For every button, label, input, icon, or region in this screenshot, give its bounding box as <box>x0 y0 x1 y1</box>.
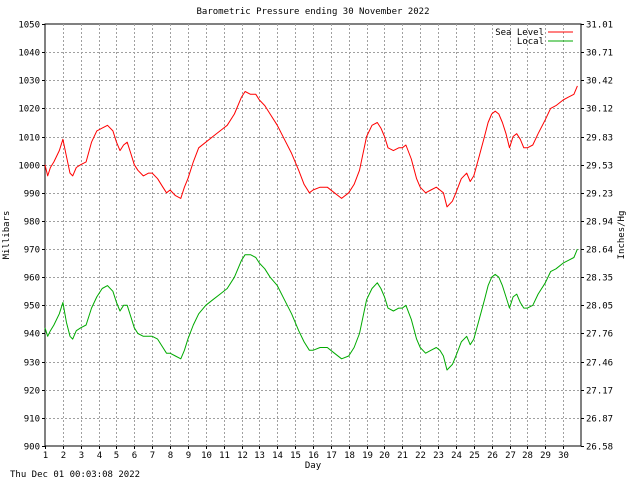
x-tick-label: 28 <box>522 451 533 461</box>
series-line-sea-level <box>44 85 578 208</box>
y2-tick-label: 28.35 <box>586 274 613 284</box>
x-tick-label: 5 <box>114 451 119 461</box>
y2-tick-label: 29.23 <box>586 190 613 200</box>
y2-tick-label: 28.05 <box>586 302 613 312</box>
legend: Sea Level Local <box>495 28 573 47</box>
x-tick-label: 24 <box>451 451 462 461</box>
x-tick-label: 22 <box>415 451 426 461</box>
x-tick-label: 29 <box>540 451 551 461</box>
x-tick-label: 8 <box>168 451 173 461</box>
y2-axis-label: Inches/Hg <box>617 211 627 260</box>
x-tick-label: 18 <box>344 451 355 461</box>
y-tick-label: 940 <box>24 330 40 340</box>
y2-tick-label: 27.76 <box>586 330 613 340</box>
x-axis-label: Day <box>305 461 322 471</box>
x-tick-label: 14 <box>272 451 283 461</box>
y-tick-label: 980 <box>24 218 40 228</box>
y2-tick-label: 28.94 <box>586 218 613 228</box>
series-line-local <box>44 248 578 371</box>
y-axis-label: Millibars <box>2 211 12 260</box>
y-tick-label: 1030 <box>18 77 40 87</box>
y-tick-label: 930 <box>24 359 40 369</box>
timestamp-footer: Thu Dec 01 00:03:08 2022 <box>10 470 140 480</box>
y2-tick-label: 30.12 <box>586 105 613 115</box>
y-tick-label: 1040 <box>18 49 40 59</box>
y-tick-label: 900 <box>24 443 40 453</box>
y-tick-label: 970 <box>24 246 40 256</box>
plot-area <box>44 23 582 447</box>
x-tick-label: 16 <box>308 451 319 461</box>
y2-tick-label: 27.46 <box>586 359 613 369</box>
x-tick-label: 1 <box>43 451 48 461</box>
y2-tick-label: 26.58 <box>586 443 613 453</box>
x-tick-label: 27 <box>505 451 516 461</box>
x-tick-label: 9 <box>186 451 191 461</box>
x-tick-label: 10 <box>201 451 212 461</box>
x-tick-label: 7 <box>150 451 155 461</box>
y-tick-label: 910 <box>24 415 40 425</box>
x-tick-label: 4 <box>97 451 102 461</box>
y2-tick-label: 28.64 <box>586 246 613 256</box>
y-tick-label: 990 <box>24 190 40 200</box>
x-tick-label: 15 <box>290 451 301 461</box>
series-layer <box>44 85 578 371</box>
y-tick-label: 1020 <box>18 105 40 115</box>
x-tick-label: 26 <box>487 451 498 461</box>
y-tick-label: 950 <box>24 302 40 312</box>
y2-tick-label: 30.71 <box>586 49 613 59</box>
legend-label-local: Local <box>517 37 544 47</box>
x-tick-label: 25 <box>469 451 480 461</box>
x-tick-label: 17 <box>326 451 337 461</box>
y2-tick-label: 29.53 <box>586 162 613 172</box>
y-tick-label: 1000 <box>18 162 40 172</box>
x-tick-label: 12 <box>237 451 248 461</box>
y2-tick-label: 31.01 <box>586 21 613 31</box>
x-tick-label: 2 <box>61 451 66 461</box>
legend-label-sea-level: Sea Level <box>495 28 544 38</box>
x-tick-label: 20 <box>379 451 390 461</box>
x-tick-label: 19 <box>362 451 373 461</box>
y-tick-label: 920 <box>24 387 40 397</box>
y2-tick-label: 30.42 <box>586 77 613 87</box>
axis-ticks: 1 2 3 4 5 6 7 8 9 10 11 12 13 14 15 16 17 18 19 20 21 22 23 24 2… <box>18 21 613 462</box>
x-tick-label: 23 <box>433 451 444 461</box>
x-tick-label: 11 <box>219 451 230 461</box>
x-tick-label: 6 <box>132 451 137 461</box>
x-tick-label: 21 <box>397 451 408 461</box>
y-tick-label: 960 <box>24 274 40 284</box>
y-tick-label: 1010 <box>18 134 40 144</box>
y2-tick-label: 29.83 <box>586 134 613 144</box>
y2-tick-label: 26.87 <box>586 415 613 425</box>
x-tick-label: 13 <box>254 451 265 461</box>
chart-title: Barometric Pressure ending 30 November 2… <box>197 7 430 17</box>
x-tick-label: 3 <box>79 451 84 461</box>
y2-tick-label: 27.17 <box>586 387 613 397</box>
x-tick-label: 30 <box>558 451 569 461</box>
y-tick-label: 1050 <box>18 21 40 31</box>
